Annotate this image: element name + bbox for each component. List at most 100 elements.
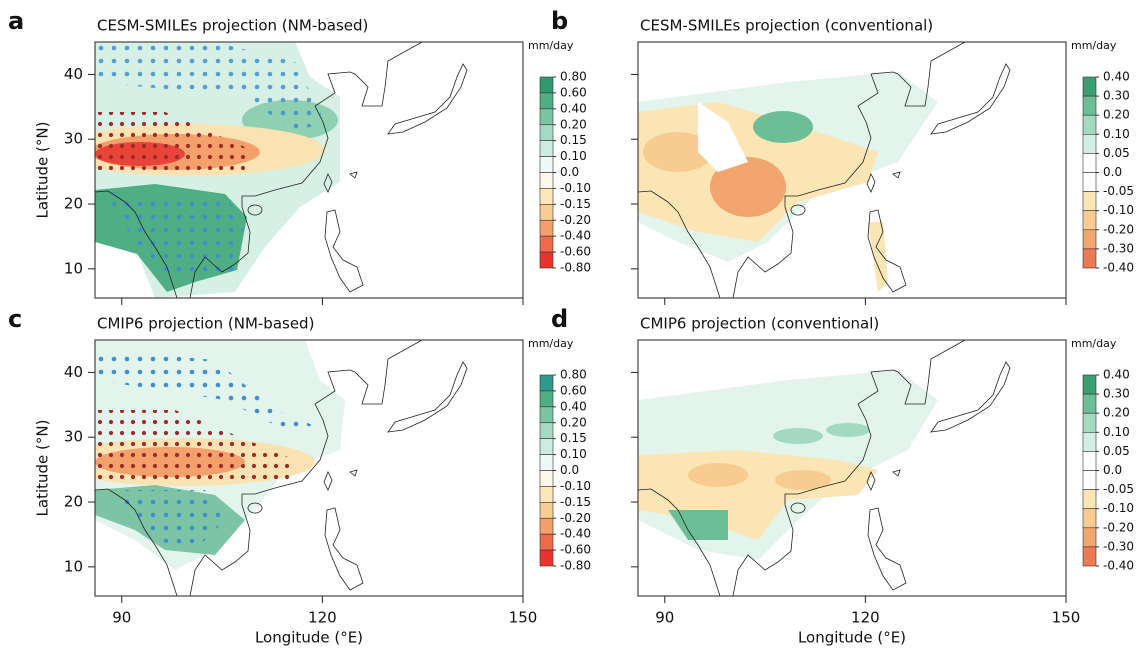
colorbar-label: 0.0	[1103, 165, 1122, 179]
unit-label: mm/day	[528, 337, 574, 350]
y-tick-label: 30	[64, 130, 83, 148]
colorbar-box	[539, 235, 554, 253]
colorbar-box	[539, 470, 554, 487]
colorbar-label: 0.20	[560, 117, 587, 131]
colorbar-label: 0.40	[560, 399, 587, 413]
colorbar-box	[1082, 172, 1097, 192]
x-tick-label: 150	[1052, 609, 1081, 627]
colorbar-label: 0.0	[1103, 463, 1122, 477]
colorbar-label: 0.05	[1103, 444, 1130, 458]
colorbar-label: 0.20	[560, 415, 587, 429]
x-tick-label: 120	[851, 609, 880, 627]
colorbar-box	[1082, 508, 1097, 529]
colorbar-box	[1082, 412, 1097, 433]
axes-frame	[94, 339, 524, 597]
colorbar-box	[539, 533, 554, 551]
map-c	[95, 340, 468, 596]
colorbar-label: -0.60	[560, 543, 591, 557]
colorbar-box	[1082, 546, 1097, 567]
y-tick-label: 10	[64, 259, 83, 277]
colorbar-label: -0.20	[560, 511, 591, 525]
colorbar-box	[1082, 153, 1097, 173]
colorbar-box	[539, 374, 554, 392]
colorbar-label: 0.15	[560, 133, 587, 147]
colorbar-box	[539, 454, 554, 471]
axes-frame	[637, 339, 1067, 597]
colorbar-label: -0.80	[560, 559, 591, 573]
unit-label: mm/day	[1071, 337, 1117, 350]
colorbar-box	[1082, 134, 1097, 154]
colorbar-box	[539, 76, 554, 94]
y-axis-label: Latitude (°N)	[34, 122, 52, 219]
y-tick-label: 20	[64, 493, 83, 511]
y-tick-label: 40	[64, 363, 83, 381]
colorbar-label: 0.10	[1103, 127, 1130, 141]
y-tick-label: 30	[64, 428, 83, 446]
panel-letter: b	[551, 7, 568, 35]
colorbar-label: 0.80	[560, 368, 587, 382]
colorbar-box	[1082, 248, 1097, 269]
colorbar-box	[1082, 527, 1097, 548]
x-tick-label: 90	[655, 609, 674, 627]
x-tick-label: 150	[509, 609, 538, 627]
colorbar-box	[1082, 431, 1097, 452]
colorbar-label: -0.10	[1103, 203, 1134, 217]
colorbar-box	[539, 92, 554, 110]
colorbar-box	[1082, 451, 1097, 471]
colorbar-box	[539, 502, 554, 519]
colorbar-box	[539, 156, 554, 173]
colorbar-box	[1082, 374, 1097, 395]
colorbar-label: 0.80	[560, 70, 587, 84]
colorbar-label: -0.05	[1103, 482, 1134, 496]
colorbar-label: 0.40	[560, 101, 587, 115]
panel-title: CESM-SMILEs projection (conventional)	[640, 17, 933, 35]
colorbar-box	[1082, 470, 1097, 490]
map-a	[95, 42, 468, 298]
colorbar-label: 0.15	[560, 431, 587, 445]
colorbar-label: 0.60	[560, 383, 587, 397]
colorbar-box	[1082, 393, 1097, 414]
colorbar-label: -0.40	[560, 229, 591, 243]
colorbar-label: -0.40	[1103, 559, 1134, 573]
colorbar-box	[1082, 76, 1097, 97]
colorbar-box	[539, 204, 554, 221]
panel-letter: d	[551, 305, 568, 333]
colorbar-label: 0.20	[1103, 108, 1130, 122]
x-axis-label: Longitude (°E)	[255, 629, 363, 647]
colorbar-label: -0.10	[560, 181, 591, 195]
x-axis-label: Longitude (°E)	[798, 629, 906, 647]
colorbar-label: -0.20	[1103, 520, 1134, 534]
x-tick-label: 90	[112, 609, 131, 627]
y-tick-label: 40	[64, 65, 83, 83]
colorbar-label: -0.05	[1103, 184, 1134, 198]
colorbar-box	[539, 251, 554, 269]
colorbar-label: -0.10	[560, 479, 591, 493]
panel-title: CESM-SMILEs projection (NM-based)	[97, 17, 368, 35]
colorbar-box	[539, 549, 554, 567]
colorbar-label: -0.60	[560, 245, 591, 259]
colorbar-box	[539, 390, 554, 408]
panel-title: CMIP6 projection (NM-based)	[97, 315, 314, 333]
colorbar-label: -0.20	[560, 213, 591, 227]
colorbar-box	[539, 517, 554, 535]
map-b	[638, 42, 1011, 298]
colorbar-label: -0.20	[1103, 222, 1134, 236]
colorbar-label: -0.10	[1103, 501, 1134, 515]
y-tick-label: 10	[64, 557, 83, 575]
map-d	[638, 340, 1011, 596]
colorbar-label: 0.30	[1103, 89, 1130, 103]
axes-frame	[94, 41, 524, 299]
y-tick-label: 20	[64, 195, 83, 213]
colorbar-box	[1082, 210, 1097, 231]
colorbar-label: 0.40	[1103, 70, 1130, 84]
colorbar-box	[539, 124, 554, 141]
colorbar-label: 0.05	[1103, 146, 1130, 160]
panel-title: CMIP6 projection (conventional)	[640, 315, 879, 333]
unit-label: mm/day	[1071, 39, 1117, 52]
colorbar-label: -0.30	[1103, 241, 1134, 255]
colorbar-box	[539, 486, 554, 503]
colorbar-label: 0.30	[1103, 387, 1130, 401]
y-axis-label: Latitude (°N)	[34, 420, 52, 517]
colorbar-box	[539, 108, 554, 126]
